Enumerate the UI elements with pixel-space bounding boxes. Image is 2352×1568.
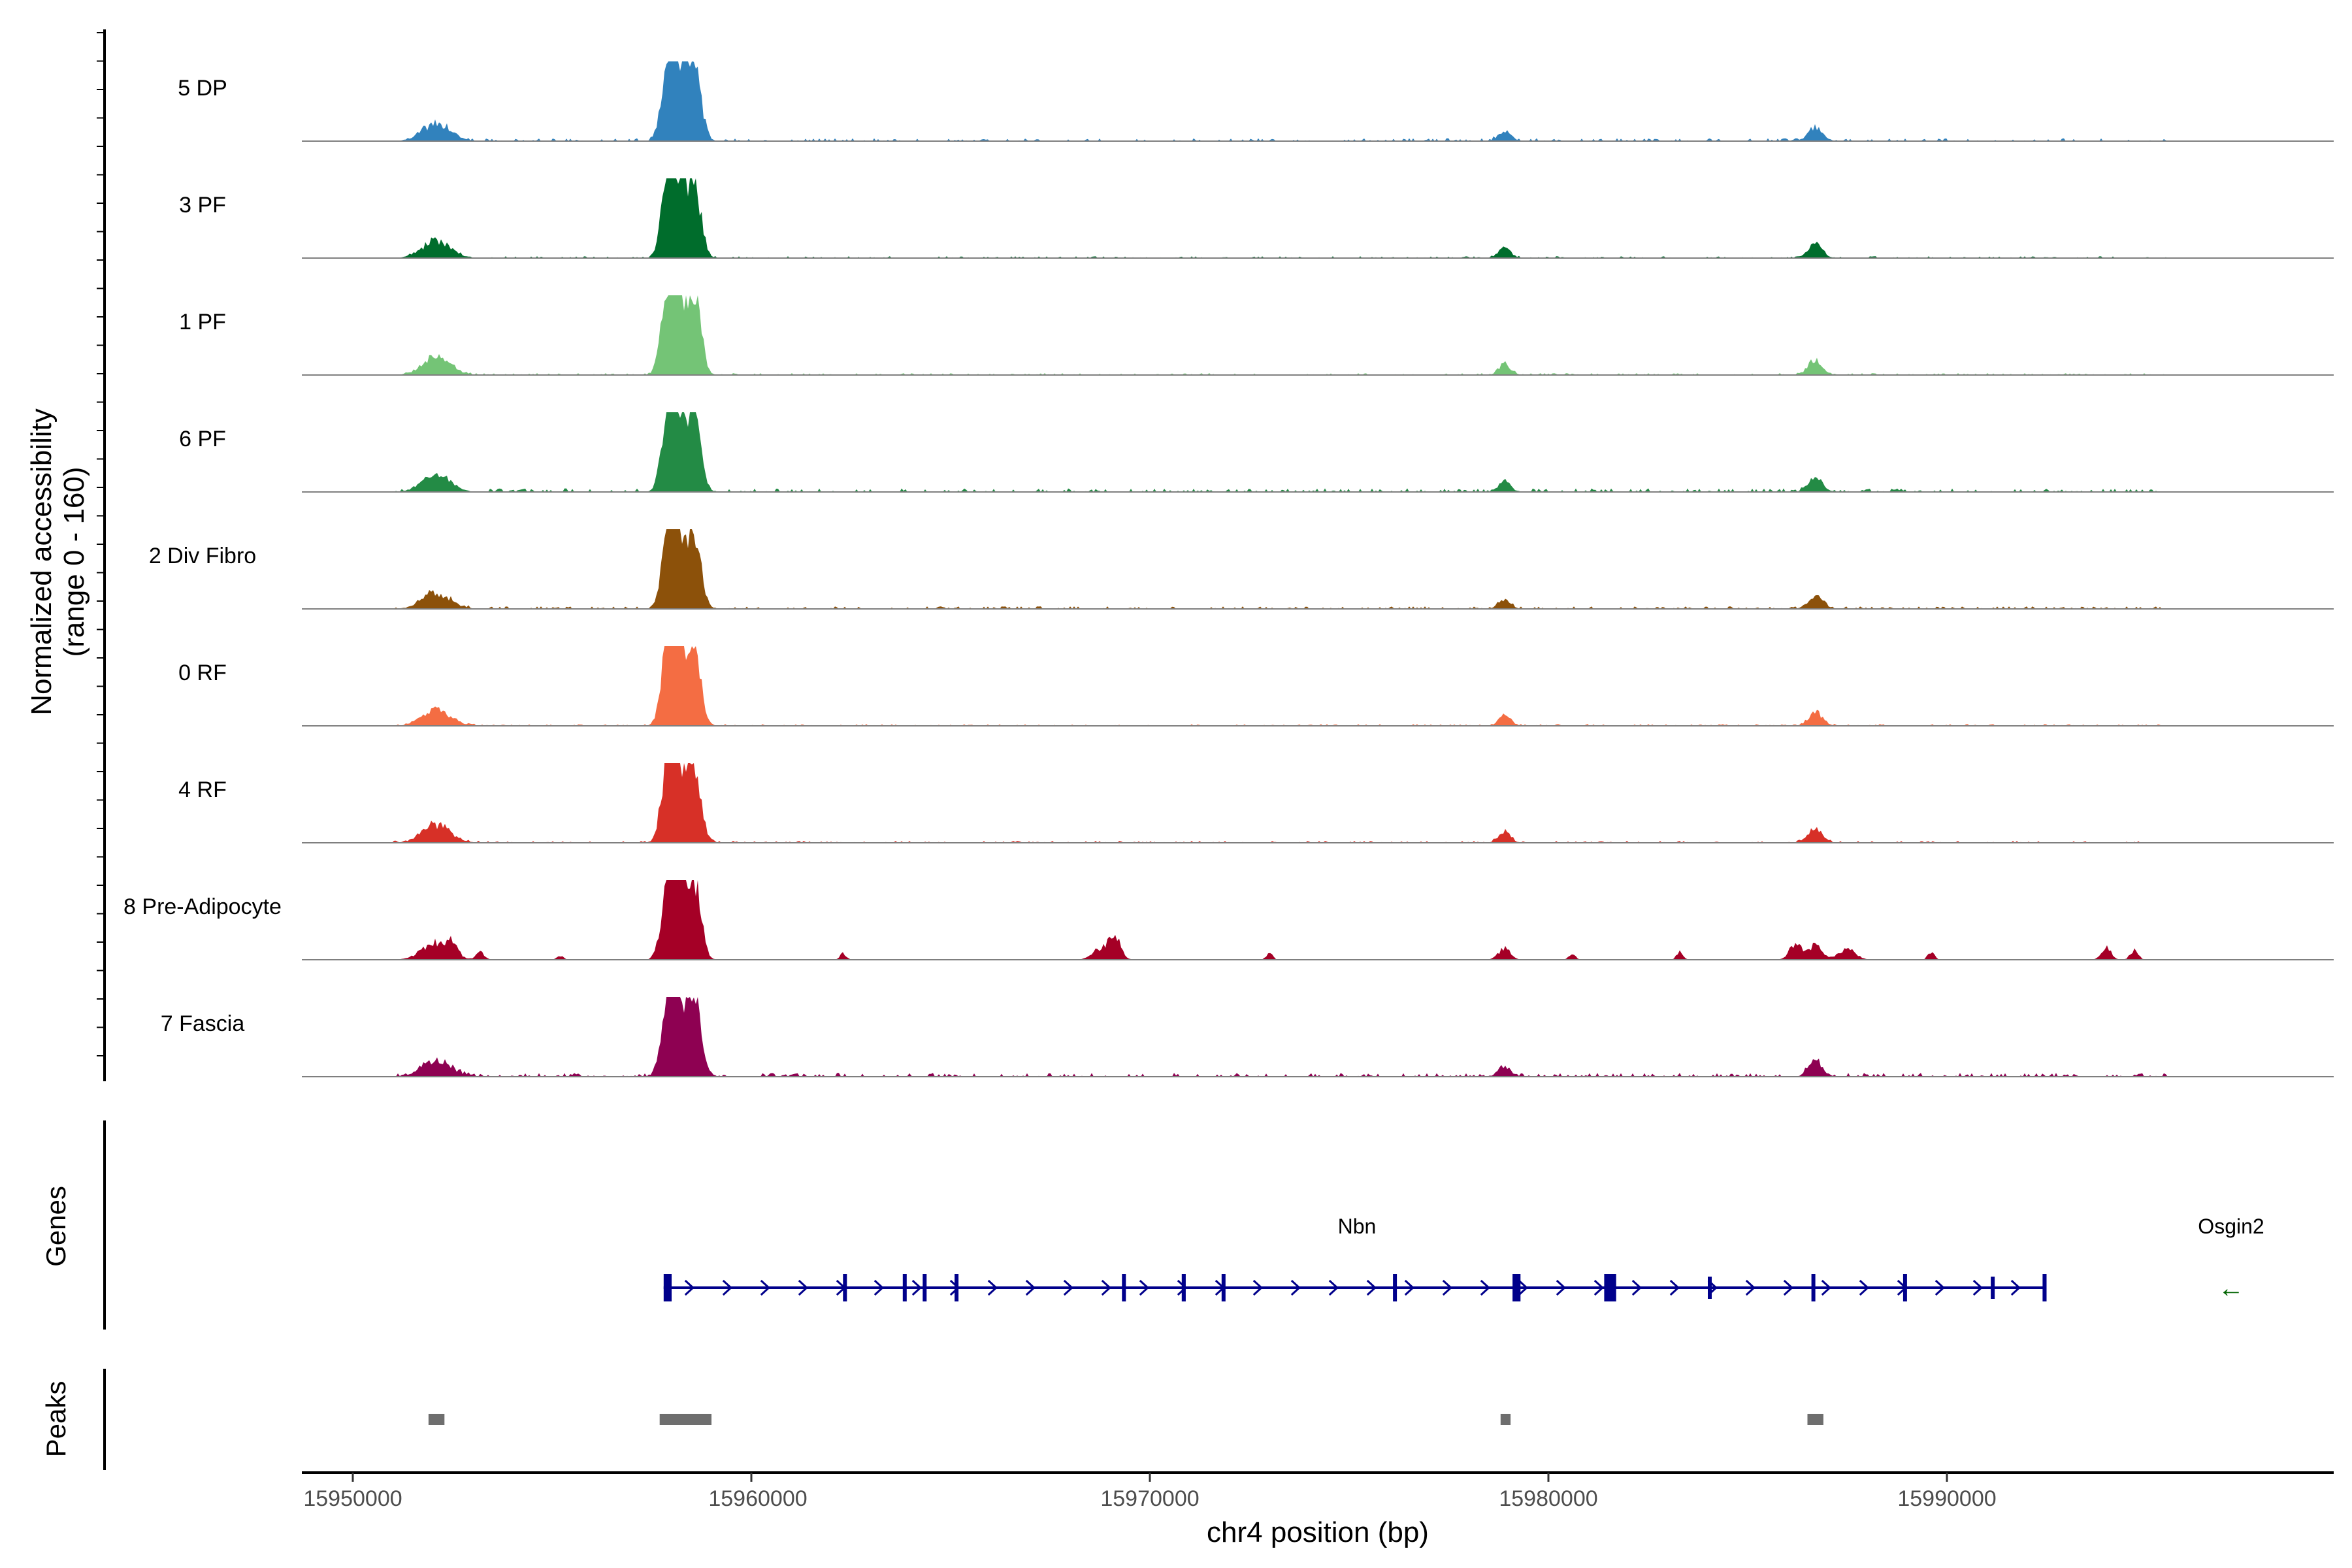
strand-chevron-icon <box>1025 1279 1036 1296</box>
exon <box>955 1274 959 1301</box>
exon <box>1708 1277 1712 1299</box>
exon <box>1122 1274 1126 1301</box>
strand-chevron-icon <box>722 1279 733 1296</box>
strand-chevron-icon <box>1101 1279 1112 1296</box>
gene-label-nbn: Nbn <box>1338 1215 1377 1238</box>
x-tick-label-15990000: 15990000 <box>1897 1486 1996 1511</box>
strand-chevron-icon <box>1593 1279 1605 1296</box>
coverage-y-axis <box>97 29 106 1081</box>
gene-label-osgin2: Osgin2 <box>2198 1215 2264 1238</box>
track-4-rf <box>302 763 2334 843</box>
exon <box>1991 1277 1995 1299</box>
strand-chevron-icon <box>1328 1279 1339 1296</box>
track-label-7-fascia: 7 Fascia <box>161 1011 245 1036</box>
track-label-4-rf: 4 RF <box>178 777 227 802</box>
track-3-pf <box>302 178 2334 259</box>
exon <box>902 1274 907 1301</box>
x-axis-title: chr4 position (bp) <box>1207 1516 1429 1548</box>
osgin2-strand-arrow-icon: ← <box>2218 1274 2244 1303</box>
x-tick-label-15980000: 15980000 <box>1499 1486 1597 1511</box>
strand-chevron-icon <box>874 1279 885 1296</box>
strand-chevron-icon <box>1556 1279 1567 1296</box>
exon <box>663 1274 672 1301</box>
exon <box>1393 1274 1397 1301</box>
track-label-1-pf: 1 PF <box>179 310 226 335</box>
strand-chevron-icon <box>1783 1279 1794 1296</box>
peak-region <box>428 1414 445 1425</box>
x-tick-label-15950000: 15950000 <box>303 1486 402 1511</box>
strand-chevron-icon <box>1480 1279 1491 1296</box>
track-8-pre-adipocyte <box>302 880 2334 960</box>
track-2-div-fibro <box>302 529 2334 610</box>
coverage-area <box>302 412 2334 492</box>
coverage-area <box>302 763 2334 843</box>
coverage-area <box>302 880 2334 960</box>
peaks-track <box>428 1414 1823 1425</box>
x-tick-label-15970000: 15970000 <box>1100 1486 1199 1511</box>
exon <box>1221 1274 1226 1301</box>
exon <box>2042 1274 2047 1301</box>
strand-chevron-icon <box>1442 1279 1453 1296</box>
coverage-area <box>302 529 2334 609</box>
coverage-area <box>302 295 2334 375</box>
genes-track-label: Genes <box>41 1186 71 1267</box>
strand-chevron-icon <box>1935 1279 1946 1296</box>
strand-chevron-icon <box>1859 1279 1870 1296</box>
coverage-area <box>302 61 2334 141</box>
track-5-dp <box>302 61 2334 142</box>
strand-chevron-icon <box>1669 1279 1680 1296</box>
coverage-area <box>302 646 2334 726</box>
y-axis-label-line1: Normalized accessibility <box>25 408 57 715</box>
track-label-3-pf: 3 PF <box>179 193 226 218</box>
strand-chevron-icon <box>760 1279 771 1296</box>
strand-chevron-icon <box>684 1279 695 1296</box>
strand-chevron-icon <box>1366 1279 1377 1296</box>
strand-chevron-icon <box>1139 1279 1150 1296</box>
y-axis-label-line2: (range 0 - 160) <box>58 466 90 657</box>
strand-chevron-icon <box>1063 1279 1074 1296</box>
track-label-6-pf: 6 PF <box>179 427 226 451</box>
exon <box>1512 1274 1521 1301</box>
exon <box>1181 1274 1186 1301</box>
peak-region <box>1500 1414 1511 1425</box>
track-7-fascia <box>302 997 2334 1077</box>
track-6-pf <box>302 412 2334 493</box>
x-tick-label-15960000: 15960000 <box>708 1486 807 1511</box>
strand-chevron-icon <box>1404 1279 1415 1296</box>
coverage-y-ticks <box>97 32 105 1056</box>
track-0-rf <box>302 646 2334 727</box>
track-label-2-div-fibro: 2 Div Fibro <box>149 544 256 568</box>
strand-chevron-icon <box>1290 1279 1301 1296</box>
strand-chevron-icon <box>1252 1279 1264 1296</box>
exon <box>1604 1274 1616 1301</box>
genes-track <box>663 1274 2047 1301</box>
exon <box>1903 1274 1907 1301</box>
strand-chevron-icon <box>1745 1279 1756 1296</box>
strand-chevron-icon <box>1821 1279 1832 1296</box>
coverage-area <box>302 997 2334 1077</box>
strand-chevron-icon <box>911 1279 923 1296</box>
strand-chevron-icon <box>2010 1279 2021 1296</box>
peak-region <box>1807 1414 1823 1425</box>
peaks-track-label: Peaks <box>41 1381 71 1458</box>
track-label-0-rf: 0 RF <box>178 661 227 685</box>
exon <box>923 1274 927 1301</box>
strand-chevron-icon <box>1631 1279 1642 1296</box>
strand-chevron-icon <box>1518 1279 1529 1296</box>
exon <box>843 1274 847 1301</box>
exon <box>1811 1274 1816 1301</box>
track-label-8-pre-adipocyte: 8 Pre-Adipocyte <box>123 894 282 919</box>
strand-chevron-icon <box>1972 1279 1984 1296</box>
coverage-tracks <box>302 61 2334 1077</box>
track-1-pf <box>302 295 2334 376</box>
track-label-5-dp: 5 DP <box>178 76 227 101</box>
x-axis-ticks <box>351 1473 1948 1482</box>
peak-region <box>659 1414 711 1425</box>
strand-chevron-icon <box>798 1279 809 1296</box>
coverage-area <box>302 178 2334 258</box>
strand-chevron-icon <box>987 1279 998 1296</box>
